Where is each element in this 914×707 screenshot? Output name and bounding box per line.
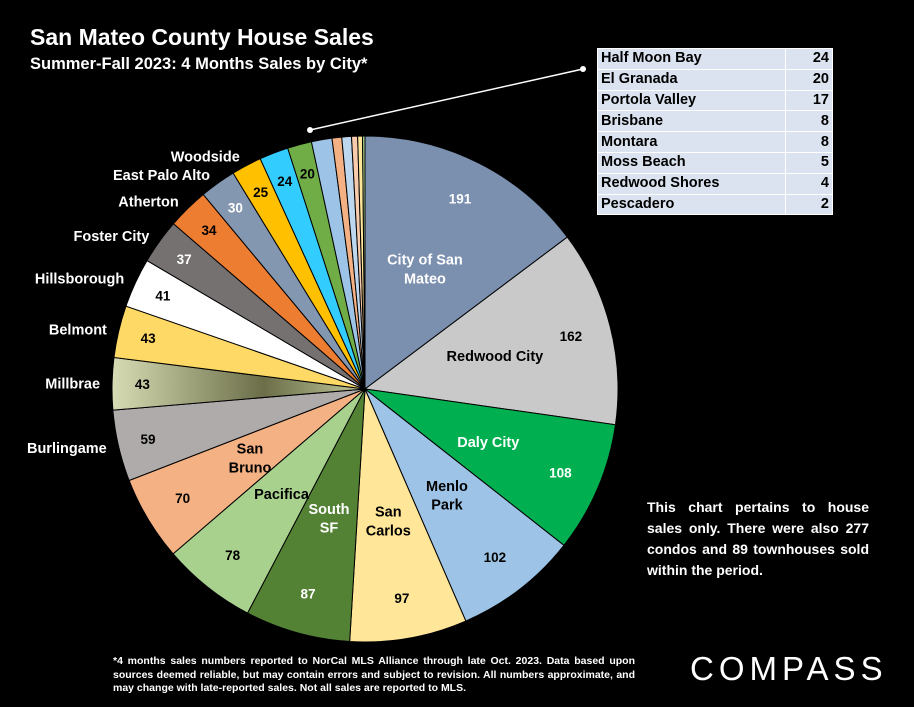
pie-slices bbox=[111, 135, 619, 643]
outer-label-east-palo-alto: East Palo Alto bbox=[113, 168, 210, 184]
value-labels: 191 162 108 102 97 87 78 70 59 43 43 41 37 34 30 25 24 20 bbox=[135, 167, 582, 606]
slice-san-carlos bbox=[349, 388, 467, 643]
value-label-pacifica: 78 bbox=[225, 548, 241, 563]
outer-label-hillsborough: Hillsborough bbox=[35, 272, 124, 288]
table-city-cell: Portola Valley bbox=[597, 89, 786, 112]
table-city-cell: Brisbane bbox=[597, 110, 786, 133]
table-row: Redwood Shores 4 bbox=[597, 172, 833, 195]
table-city-cell: Half Moon Bay bbox=[597, 48, 786, 70]
slice-label-city-of-san-mateo: City of San Mateo bbox=[387, 253, 463, 288]
table-value-cell: 8 bbox=[785, 131, 833, 153]
value-label-san-carlos: 97 bbox=[394, 591, 409, 606]
slice-label-san-carlos: San Carlos bbox=[366, 505, 411, 540]
value-label-half-moon-bay: 24 bbox=[277, 174, 293, 189]
table-row: El Granada 20 bbox=[597, 68, 833, 91]
table-city-cell: El Granada bbox=[597, 68, 786, 91]
small-cities-table: Half Moon Bay 24 El Granada 20 Portola Valle… bbox=[597, 48, 833, 216]
callout-line bbox=[309, 68, 584, 131]
table-row: Portola Valley 17 bbox=[597, 89, 833, 112]
outer-label-burlingame: Burlingame bbox=[27, 441, 107, 457]
value-label-burlingame: 59 bbox=[141, 432, 156, 447]
table-value-cell: 24 bbox=[785, 48, 833, 70]
outer-label-woodside: Woodside bbox=[171, 150, 240, 166]
outer-label-millbrae: Millbrae bbox=[45, 377, 100, 393]
outer-labels: Burlingame Millbrae Belmont Hillsborough Fos… bbox=[27, 150, 240, 457]
value-label-menlo-park: 102 bbox=[484, 550, 507, 565]
chart-subtitle: Summer-Fall 2023: 4 Months Sales by City… bbox=[30, 55, 368, 73]
slice-redwood-city bbox=[363, 236, 619, 426]
value-label-city-of-san-mateo: 191 bbox=[449, 192, 472, 207]
table-row: Brisbane 8 bbox=[597, 110, 833, 133]
chart-note: This chart pertains to house sales only.… bbox=[647, 499, 869, 578]
table-city-cell: Moss Beach bbox=[597, 151, 786, 174]
table-city-cell: Montara bbox=[597, 131, 786, 153]
slice-daly-city bbox=[363, 388, 617, 547]
value-label-south-sf: 87 bbox=[300, 586, 315, 601]
value-label-daly-city: 108 bbox=[549, 465, 572, 480]
value-label-san-bruno: 70 bbox=[175, 491, 190, 506]
value-label-atherton: 34 bbox=[201, 223, 217, 238]
slice-menlo-park bbox=[364, 388, 565, 622]
table-city-cell: Redwood Shores bbox=[597, 172, 786, 195]
footnote: *4 months sales numbers reported to NorC… bbox=[113, 655, 635, 694]
value-label-redwood-city: 162 bbox=[560, 329, 583, 344]
table-row: Montara 8 bbox=[597, 131, 833, 153]
slice-label-south-sf: South SF bbox=[308, 502, 349, 537]
value-label-woodside: 25 bbox=[253, 185, 269, 200]
outer-label-foster-city: Foster City bbox=[74, 229, 150, 245]
table-value-cell: 4 bbox=[785, 172, 833, 195]
table-city-cell: Pescadero bbox=[597, 193, 786, 216]
slice-label-pacifica: Pacifica bbox=[254, 487, 310, 503]
value-label-east-palo-alto: 30 bbox=[228, 201, 243, 216]
callout-dot-start bbox=[307, 127, 313, 133]
table-value-cell: 5 bbox=[785, 151, 833, 174]
outer-label-belmont: Belmont bbox=[49, 322, 107, 338]
slice-south-sf bbox=[246, 388, 366, 643]
table-value-cell: 17 bbox=[785, 89, 833, 112]
slice-city-of-san-mateo bbox=[364, 135, 569, 391]
slice-label-menlo-park: Menlo Park bbox=[426, 479, 468, 514]
compass-logo: COMPASS bbox=[690, 650, 888, 687]
slice-label-daly-city: Daly City bbox=[457, 435, 519, 451]
inner-labels: City of San Mateo Redwood City Daly City Men… bbox=[229, 253, 544, 540]
callout-dot-end bbox=[580, 66, 586, 72]
value-label-hillsborough: 41 bbox=[155, 288, 171, 303]
slice-label-redwood-city: Redwood City bbox=[447, 349, 544, 365]
table-row: Pescadero 2 bbox=[597, 193, 833, 216]
value-label-belmont: 43 bbox=[141, 331, 157, 346]
slice-pescadero bbox=[362, 135, 366, 390]
slice-label-san-bruno: San Bruno bbox=[229, 442, 272, 477]
value-label-foster-city: 37 bbox=[177, 252, 192, 267]
table-row: Moss Beach 5 bbox=[597, 151, 833, 174]
chart-title: San Mateo County House Sales bbox=[30, 24, 374, 50]
outer-label-atherton: Atherton bbox=[118, 194, 178, 210]
value-label-el-granada: 20 bbox=[300, 167, 315, 182]
table-row: Half Moon Bay 24 bbox=[597, 48, 833, 70]
table-value-cell: 2 bbox=[785, 193, 833, 216]
value-label-millbrae: 43 bbox=[135, 377, 151, 392]
table-value-cell: 20 bbox=[785, 68, 833, 91]
table-value-cell: 8 bbox=[785, 110, 833, 133]
